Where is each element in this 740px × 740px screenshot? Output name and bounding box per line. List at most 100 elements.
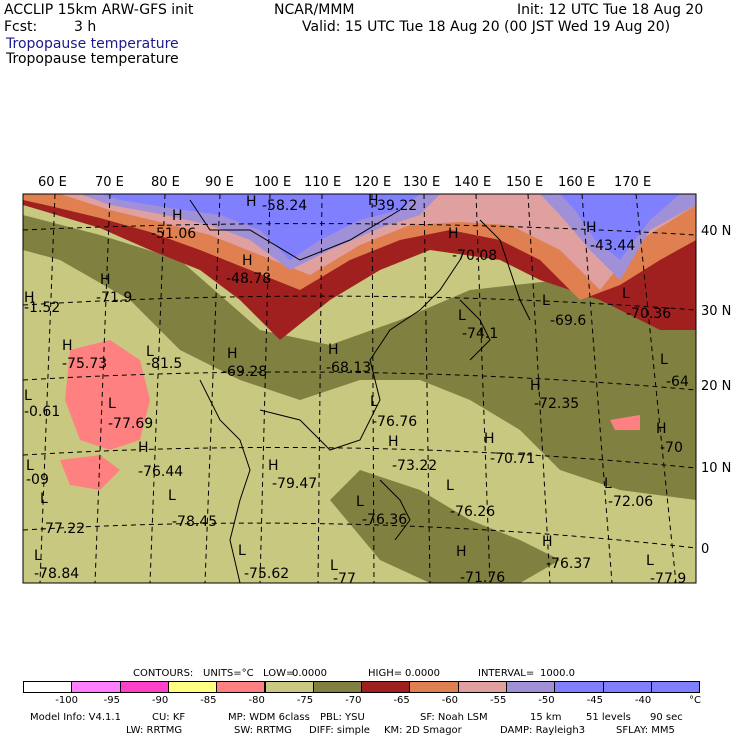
center-letter: L (646, 553, 654, 569)
longitude-label: 160 E (558, 175, 595, 190)
center-value: -39.22 (372, 198, 417, 214)
center-letter: L (660, 352, 668, 368)
longitude-label: 150 E (506, 175, 543, 190)
contours-interval-value: 1000.0 (540, 668, 575, 679)
legend-swatch (216, 681, 266, 693)
shaded-field (23, 194, 696, 583)
center-value: -1.52 (24, 300, 60, 316)
model-info-item: PBL: YSU (320, 712, 365, 723)
model-info-item: DIFF: simple (309, 725, 370, 736)
legend-swatch (409, 681, 459, 693)
legend-tick-label: -50 (538, 695, 555, 706)
longitude-label: 170 E (614, 175, 651, 190)
center-letter: H (246, 194, 257, 210)
model-info-item: KM: 2D Smagor (384, 725, 462, 736)
center-value: -76.26 (450, 504, 495, 520)
legend-swatch (554, 681, 604, 693)
legend-tick-label: -55 (490, 695, 507, 706)
center-value: -77 (333, 571, 356, 587)
legend-swatch (506, 681, 556, 693)
model-info-item: SF: Noah LSM (420, 712, 488, 723)
center-value: -81.5 (146, 356, 182, 372)
center-value: -77.22 (40, 521, 85, 537)
longitude-label: 100 E (254, 175, 291, 190)
contours-high-value: 0.0000 (405, 668, 440, 679)
center-value: -77.69 (108, 416, 153, 432)
longitude-label: 90 E (205, 175, 234, 190)
latitude-label: 0 (701, 542, 709, 557)
center-value: -76.36 (362, 512, 407, 528)
legend-tick-label: -70 (345, 695, 362, 706)
center-letter: L (24, 388, 32, 404)
center-letter: H (227, 346, 238, 362)
center-letter: H (100, 272, 111, 288)
longitude-label: 130 E (403, 175, 440, 190)
center-value: -48.78 (226, 271, 271, 287)
center-letter: H (448, 226, 459, 242)
center-letter: L (26, 458, 34, 474)
center-letter: L (446, 478, 454, 494)
legend-swatch (361, 681, 411, 693)
center-letter: L (34, 548, 42, 564)
legend-swatch (71, 681, 121, 693)
center-value: -43.44 (590, 238, 635, 254)
center-value: -75.73 (62, 356, 107, 372)
contours-low-value: 0.0000 (292, 668, 327, 679)
fcst-label: Fcst: (4, 19, 38, 35)
latitude-label: 30 N (701, 304, 731, 319)
center-value: -70.08 (452, 248, 497, 264)
model-info-item: DAMP: Rayleigh3 (500, 725, 586, 736)
pressure-centers: H-51.06H -58.24 H-39.22H-43.44H-48.78H-70.… (24, 193, 689, 587)
model-info-item: LW: RRTMG (126, 725, 183, 736)
legend-swatch (264, 681, 314, 693)
latitude-label: 10 N (701, 461, 731, 476)
center-value: -76.44 (138, 464, 183, 480)
model-info-item: MP: WDM 6class (228, 712, 310, 723)
legend-tick-label: -65 (393, 695, 410, 706)
field-title-contour: Tropopause temperature (6, 36, 179, 52)
legend-swatch (650, 681, 701, 693)
center-value: -76.37 (546, 556, 591, 572)
center-value: -71.76 (460, 570, 505, 586)
latitude-label: 20 N (701, 379, 731, 394)
center-letter: H (138, 440, 149, 456)
fcst-value: 3 h (74, 19, 97, 35)
center-value: -70 (660, 440, 683, 456)
model-title: ACCLIP 15km ARW-GFS init (4, 2, 194, 18)
center-value: -58.24 (262, 198, 307, 214)
longitude-label: 60 E (38, 175, 67, 190)
longitude-labels: 60 E 70 E 80 E 90 E 100 E 110 E 120 E 130 E 140 … (38, 175, 651, 190)
center-letter: L (146, 344, 154, 360)
center-letter: L (238, 543, 246, 559)
center-letter: H (268, 458, 279, 474)
contours-units: UNITS=°C (203, 668, 254, 679)
center-value: -72.35 (534, 396, 579, 412)
center-letter: H (388, 434, 399, 450)
center-letter: H (456, 544, 467, 560)
legend-swatch (23, 681, 73, 693)
center-value: -71.9 (96, 290, 132, 306)
legend-tick-label: -40 (634, 695, 652, 706)
center-value: -78.84 (34, 566, 79, 582)
center-letter: L (542, 293, 550, 309)
model-info-item: 15 km (530, 712, 562, 723)
center-letter: H (62, 338, 73, 354)
center-letter: L (370, 394, 378, 410)
center-value: -75.62 (244, 566, 289, 582)
center-letter: H (586, 220, 597, 236)
contours-high: HIGH= (368, 668, 403, 679)
legend-tick-label: -85 (200, 695, 217, 706)
model-info-item: CU: KF (152, 712, 186, 723)
legend-swatch (312, 681, 363, 693)
center-letter: H (24, 290, 35, 306)
center-letter: L (168, 488, 176, 504)
legend-tick-label: -60 (441, 695, 459, 706)
center-value: -76.76 (372, 414, 417, 430)
center-label: NCAR/MMM (274, 2, 355, 18)
center-value: -79.47 (272, 476, 317, 492)
center-letter: L (330, 558, 338, 574)
center-letter: L (356, 494, 364, 510)
legend-tick-label: -45 (586, 695, 603, 706)
center-letter: H (484, 431, 495, 447)
longitude-label: 120 E (354, 175, 391, 190)
